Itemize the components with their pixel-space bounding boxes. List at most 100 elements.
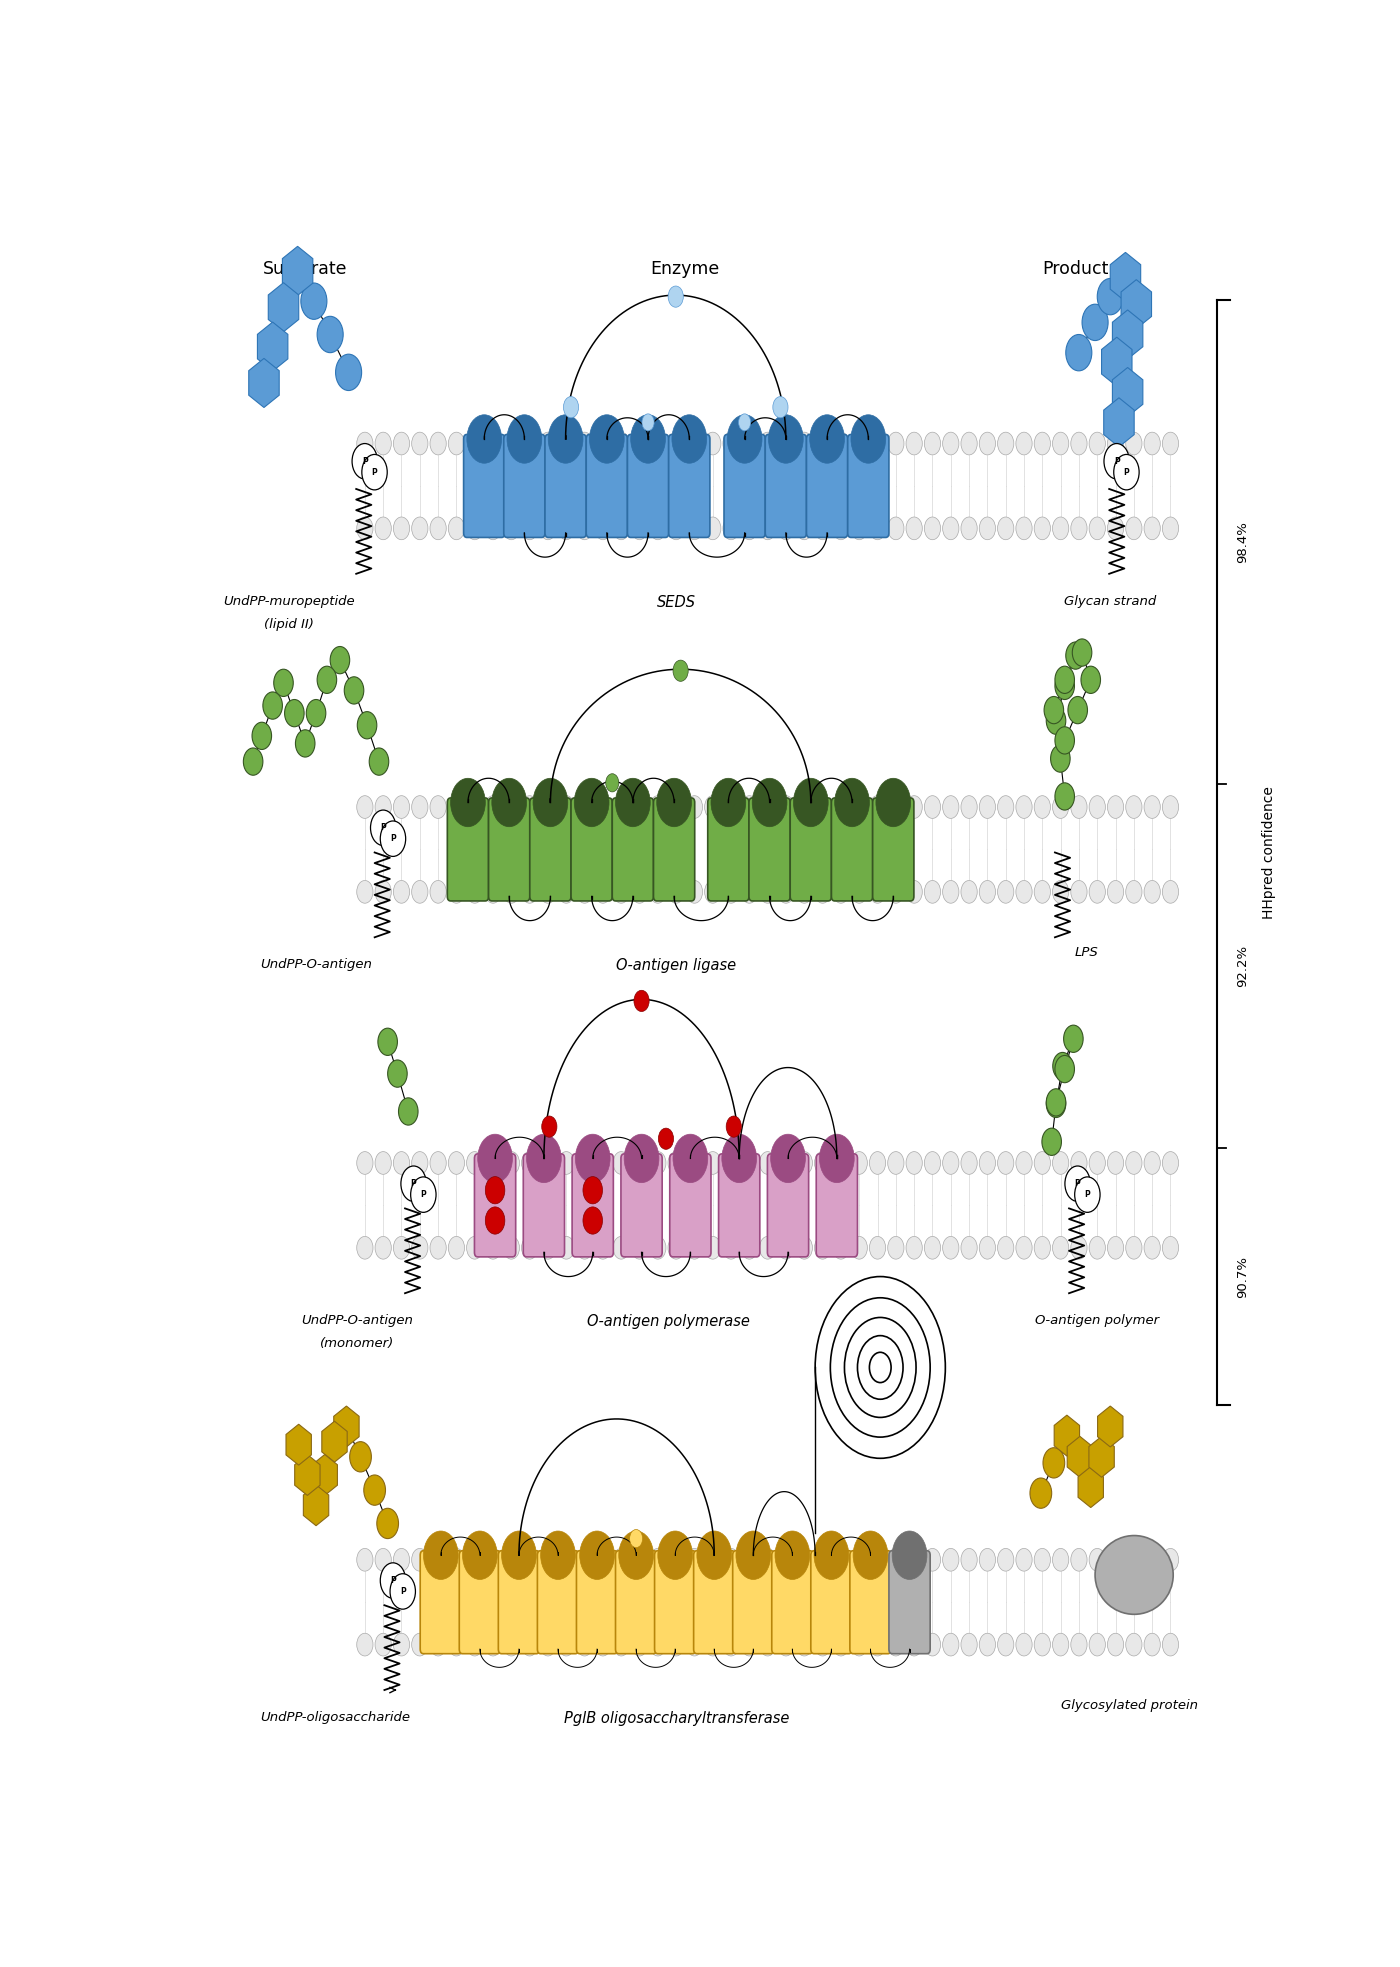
Circle shape [815, 1151, 830, 1174]
FancyBboxPatch shape [811, 1550, 853, 1654]
Text: P: P [410, 1180, 416, 1188]
Circle shape [833, 433, 848, 454]
Circle shape [1075, 1176, 1100, 1212]
Text: O-antigen polymerase: O-antigen polymerase [587, 1314, 750, 1330]
Circle shape [1035, 1633, 1050, 1656]
Circle shape [491, 779, 526, 826]
Circle shape [613, 1237, 630, 1259]
Circle shape [650, 517, 666, 539]
Circle shape [577, 517, 592, 539]
Circle shape [741, 797, 757, 818]
Circle shape [540, 517, 556, 539]
FancyBboxPatch shape [571, 799, 612, 901]
Circle shape [924, 1633, 941, 1656]
Circle shape [503, 1548, 519, 1572]
Polygon shape [1110, 252, 1141, 301]
Polygon shape [1054, 1414, 1079, 1456]
FancyBboxPatch shape [459, 1550, 501, 1654]
Circle shape [577, 433, 592, 454]
Circle shape [686, 1633, 703, 1656]
Circle shape [448, 433, 465, 454]
Circle shape [851, 517, 868, 539]
FancyBboxPatch shape [545, 435, 587, 537]
FancyBboxPatch shape [872, 799, 914, 901]
Circle shape [540, 1237, 556, 1259]
Circle shape [888, 433, 904, 454]
Circle shape [906, 1237, 923, 1259]
Circle shape [704, 881, 721, 903]
Text: (lipid II): (lipid II) [265, 618, 314, 631]
Polygon shape [312, 1454, 337, 1495]
Circle shape [869, 1237, 886, 1259]
Circle shape [377, 1509, 399, 1538]
Circle shape [1126, 517, 1142, 539]
Circle shape [643, 413, 654, 431]
Circle shape [582, 1208, 602, 1233]
Circle shape [412, 1633, 428, 1656]
Circle shape [727, 415, 762, 464]
Circle shape [998, 881, 1014, 903]
Circle shape [1162, 1633, 1179, 1656]
Circle shape [412, 1151, 428, 1174]
Circle shape [924, 1237, 941, 1259]
FancyBboxPatch shape [587, 435, 627, 537]
FancyBboxPatch shape [790, 799, 832, 901]
Circle shape [851, 433, 868, 454]
Circle shape [466, 517, 483, 539]
Circle shape [559, 1633, 574, 1656]
Circle shape [1065, 334, 1092, 372]
Circle shape [559, 797, 574, 818]
Circle shape [797, 797, 812, 818]
Circle shape [375, 797, 392, 818]
Circle shape [869, 433, 886, 454]
Circle shape [960, 1237, 977, 1259]
Circle shape [430, 1633, 447, 1656]
Circle shape [522, 1548, 538, 1572]
Circle shape [906, 881, 923, 903]
Circle shape [727, 1115, 742, 1137]
Circle shape [704, 517, 721, 539]
Circle shape [686, 1151, 703, 1174]
Circle shape [960, 797, 977, 818]
Circle shape [668, 285, 683, 307]
Text: P: P [391, 1576, 396, 1585]
Circle shape [371, 810, 396, 846]
Circle shape [1144, 517, 1161, 539]
Circle shape [522, 517, 538, 539]
Circle shape [412, 1548, 428, 1572]
Circle shape [1144, 1151, 1161, 1174]
Circle shape [778, 433, 794, 454]
Circle shape [979, 433, 995, 454]
Circle shape [301, 283, 326, 319]
FancyBboxPatch shape [708, 799, 749, 901]
Circle shape [815, 433, 830, 454]
Circle shape [423, 1530, 458, 1580]
Circle shape [668, 1237, 685, 1259]
Polygon shape [1078, 1467, 1103, 1507]
Circle shape [375, 1151, 392, 1174]
Circle shape [797, 1633, 812, 1656]
Circle shape [1050, 745, 1070, 773]
Circle shape [672, 415, 707, 464]
Circle shape [697, 1530, 732, 1580]
Circle shape [1016, 433, 1032, 454]
Circle shape [851, 1151, 868, 1174]
Circle shape [448, 797, 465, 818]
Polygon shape [304, 1485, 329, 1526]
Circle shape [1056, 667, 1074, 694]
Circle shape [892, 1530, 927, 1580]
Circle shape [1016, 1151, 1032, 1174]
Circle shape [466, 1151, 483, 1174]
FancyBboxPatch shape [448, 799, 489, 901]
Circle shape [381, 820, 406, 856]
Circle shape [942, 433, 959, 454]
Circle shape [1071, 517, 1086, 539]
Polygon shape [249, 358, 279, 407]
Circle shape [503, 797, 519, 818]
FancyBboxPatch shape [622, 1155, 662, 1257]
Circle shape [501, 1530, 536, 1580]
Circle shape [778, 881, 794, 903]
Circle shape [722, 1548, 739, 1572]
Circle shape [631, 1548, 648, 1572]
Circle shape [833, 1237, 848, 1259]
